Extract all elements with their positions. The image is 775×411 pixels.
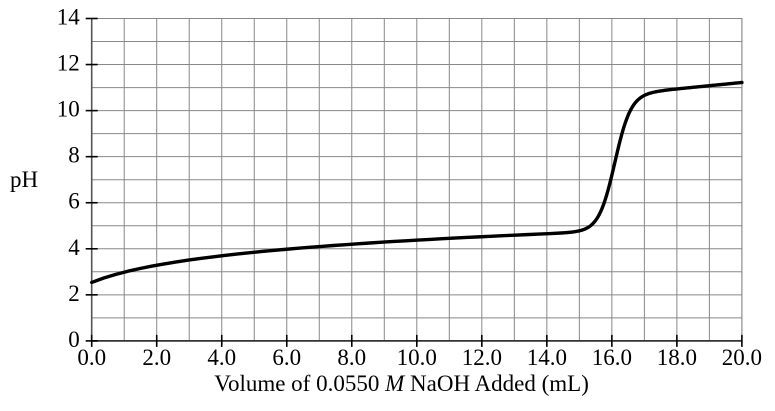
svg-text:10.0: 10.0: [397, 345, 437, 370]
svg-text:12: 12: [57, 51, 80, 76]
svg-text:8.0: 8.0: [337, 345, 366, 370]
svg-text:6.0: 6.0: [272, 345, 301, 370]
svg-text:2.0: 2.0: [142, 345, 171, 370]
svg-text:6: 6: [68, 189, 80, 214]
svg-text:4: 4: [68, 235, 80, 260]
svg-text:Volume of 0.0550 M NaOH Added: Volume of 0.0550 M NaOH Added (mL): [214, 371, 589, 396]
svg-text:14: 14: [57, 5, 81, 30]
svg-text:8: 8: [68, 143, 80, 168]
svg-text:18.0: 18.0: [657, 345, 697, 370]
svg-text:0.0: 0.0: [77, 345, 106, 370]
svg-text:20.0: 20.0: [722, 345, 762, 370]
svg-text:4.0: 4.0: [207, 345, 236, 370]
svg-text:2: 2: [68, 281, 80, 306]
svg-text:0: 0: [68, 327, 80, 352]
svg-text:10: 10: [57, 97, 80, 122]
svg-text:12.0: 12.0: [462, 345, 502, 370]
svg-text:pH: pH: [10, 167, 38, 192]
svg-text:16.0: 16.0: [592, 345, 632, 370]
svg-text:14.0: 14.0: [527, 345, 567, 370]
